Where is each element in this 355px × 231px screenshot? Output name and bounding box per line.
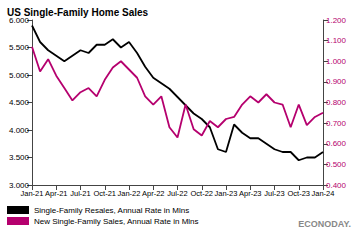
svg-text:Jan-22: Jan-22 <box>118 189 141 198</box>
svg-text:US Single-Family Home Sales: US Single-Family Home Sales <box>7 7 149 18</box>
svg-text:New Single-Family Sales, Annua: New Single-Family Sales, Annual Rate in … <box>34 217 199 226</box>
svg-text:Jan-21: Jan-21 <box>21 189 44 198</box>
svg-text:Jan-23: Jan-23 <box>215 189 238 198</box>
svg-text:Apr-21: Apr-21 <box>45 189 68 198</box>
svg-text:Jul-23: Jul-23 <box>264 189 284 198</box>
svg-text:5.000: 5.000 <box>9 71 30 80</box>
svg-text:Single-Family Resales, Annual: Single-Family Resales, Annual Rate in Ml… <box>34 206 189 215</box>
svg-text:Jan-24: Jan-24 <box>312 189 335 198</box>
svg-text:1.100: 1.100 <box>326 36 347 45</box>
svg-text:0.500: 0.500 <box>326 160 347 169</box>
svg-text:1.000: 1.000 <box>326 57 347 66</box>
svg-text:ECONODAY.: ECONODAY. <box>298 219 351 229</box>
svg-text:6.000: 6.000 <box>9 15 29 25</box>
svg-text:Apr-23: Apr-23 <box>239 189 262 198</box>
svg-text:0.600: 0.600 <box>326 139 347 148</box>
svg-text:5.500: 5.500 <box>9 43 30 52</box>
svg-text:0.800: 0.800 <box>326 98 347 107</box>
svg-text:Oct-21: Oct-21 <box>93 189 116 198</box>
svg-text:1.200: 1.200 <box>326 16 347 25</box>
svg-text:0.900: 0.900 <box>326 77 347 86</box>
svg-text:Oct-22: Oct-22 <box>190 189 213 198</box>
svg-text:4.000: 4.000 <box>9 126 30 135</box>
svg-text:0.700: 0.700 <box>326 119 347 128</box>
svg-text:Oct-23: Oct-23 <box>287 189 310 198</box>
svg-text:0.400: 0.400 <box>326 180 346 190</box>
svg-text:Jul-21: Jul-21 <box>70 189 90 198</box>
svg-text:Apr-22: Apr-22 <box>142 189 165 198</box>
svg-text:3.000: 3.000 <box>9 180 29 190</box>
svg-text:3.500: 3.500 <box>9 153 30 162</box>
svg-text:Jul-22: Jul-22 <box>167 189 187 198</box>
svg-text:4.500: 4.500 <box>9 98 30 107</box>
